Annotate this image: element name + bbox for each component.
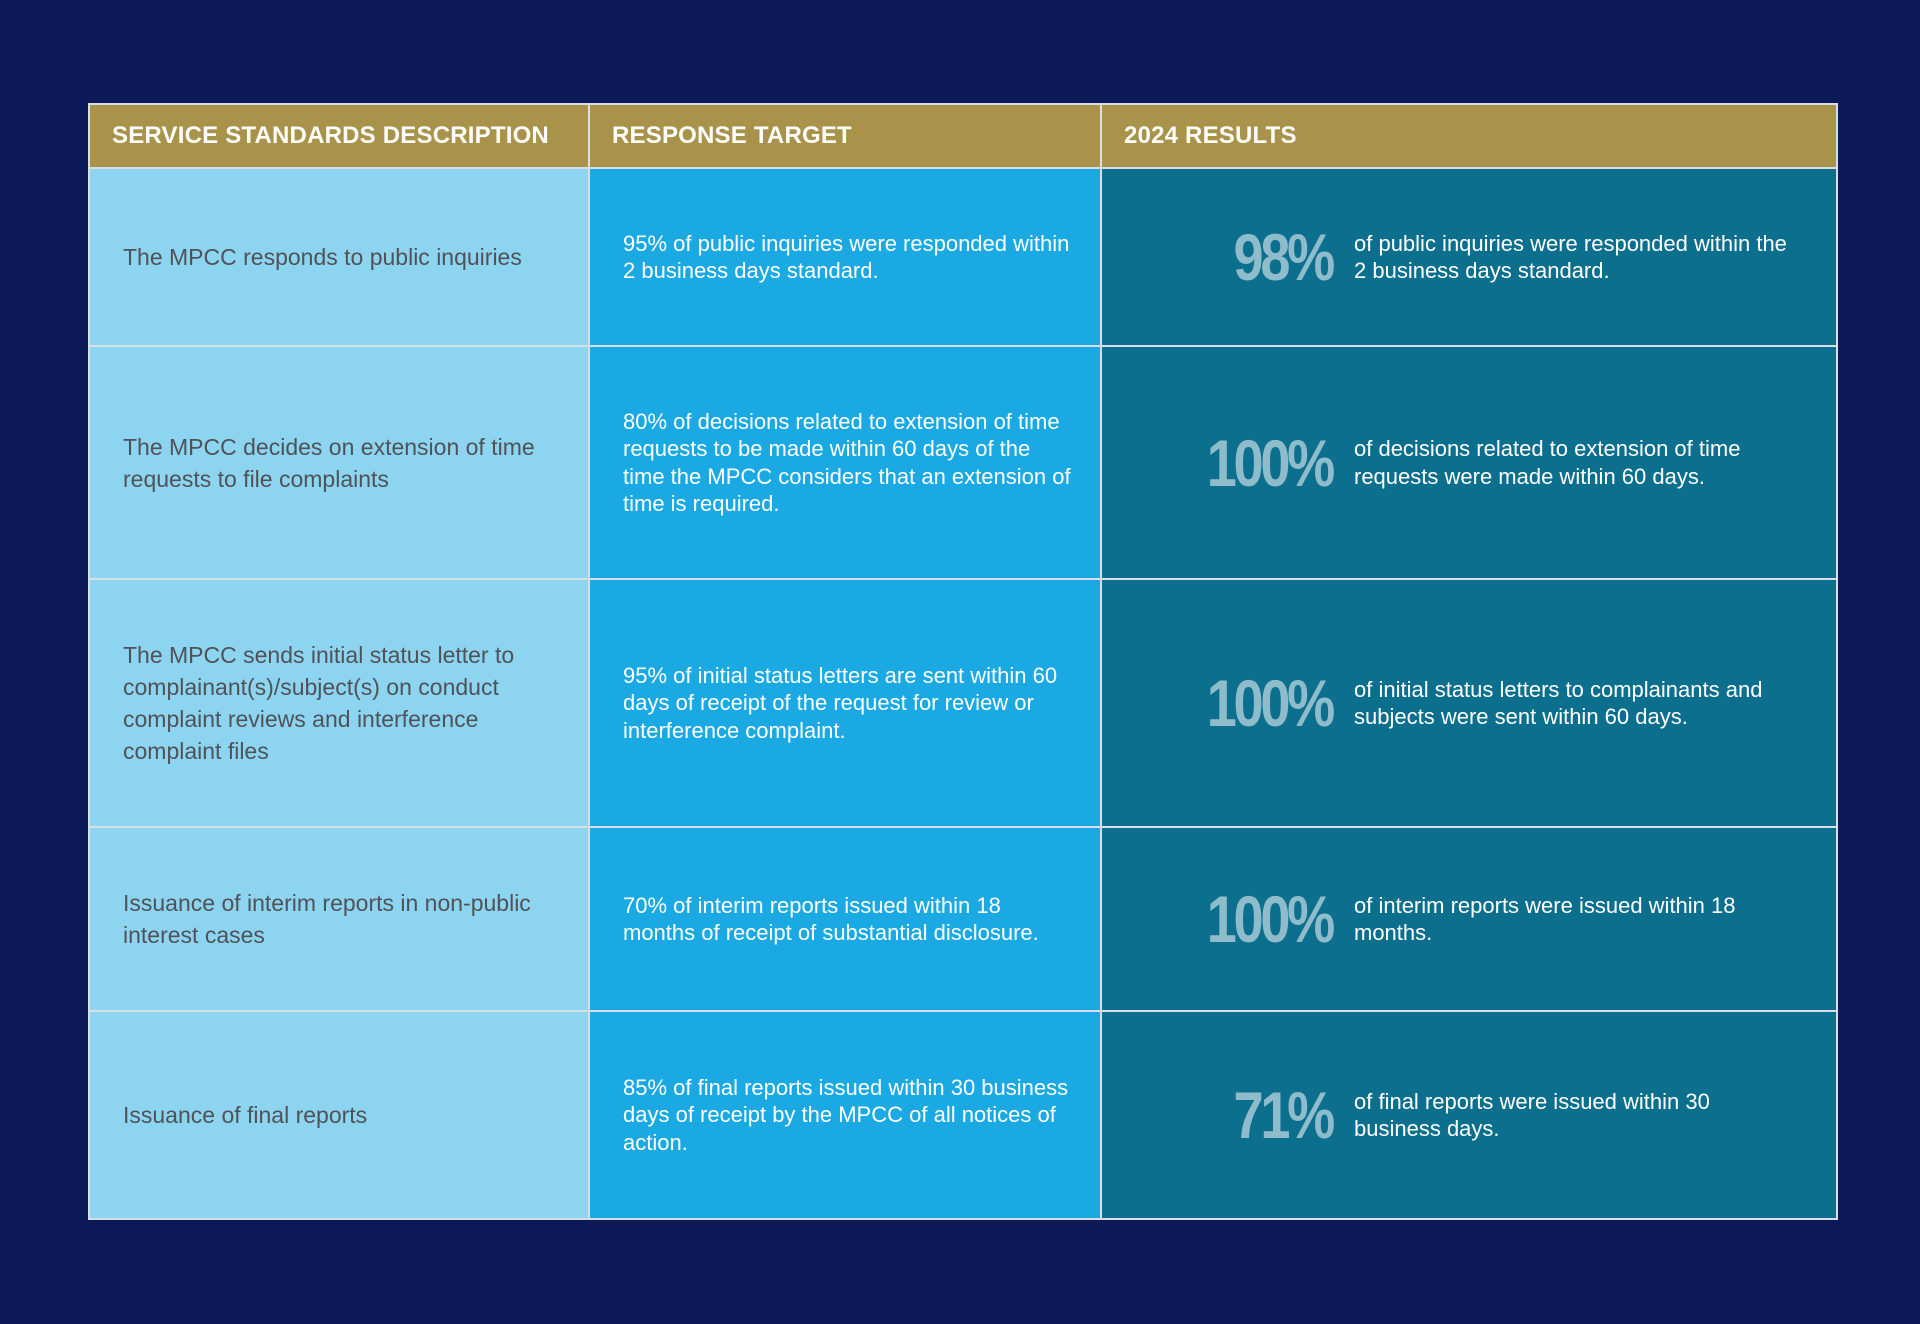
description-text: Issuance of final reports <box>123 1102 368 1128</box>
header-response-target-label: RESPONSE TARGET <box>612 122 852 149</box>
target-text: 95% of public inquiries were responded w… <box>623 230 1070 284</box>
header-results: 2024 RESULTS <box>1102 105 1836 169</box>
result-text: of final reports were issued within 30 b… <box>1354 1088 1710 1142</box>
description-text: Issuance of interim reports in non-publi… <box>123 890 531 948</box>
row-2-description: The MPCC decides on extension of time re… <box>90 347 590 580</box>
row-1-description: The MPCC responds to public inquiries <box>90 169 590 347</box>
row-3-result: 100% of initial status letters to compla… <box>1102 580 1836 828</box>
row-5-result: 71% of final reports were issued within … <box>1102 1012 1836 1218</box>
header-results-label: 2024 RESULTS <box>1124 122 1297 149</box>
row-4-target: 70% of interim reports issued within 18 … <box>590 828 1102 1012</box>
service-standards-table: SERVICE STANDARDS DESCRIPTION RESPONSE T… <box>88 103 1838 1220</box>
header-response-target: RESPONSE TARGET <box>590 105 1102 169</box>
row-4-description: Issuance of interim reports in non-publi… <box>90 828 590 1012</box>
description-text: The MPCC decides on extension of time re… <box>123 433 535 492</box>
result-percentage: 100% <box>1206 666 1336 740</box>
row-3-description: The MPCC sends initial status letter to … <box>90 580 590 828</box>
description-text: The MPCC responds to public inquiries <box>123 244 522 270</box>
description-text: The MPCC sends initial status letter to … <box>123 642 515 764</box>
result-percentage: 100% <box>1206 882 1336 956</box>
result-text: of initial status letters to complainant… <box>1354 676 1763 730</box>
result-percentage: 98% <box>1233 220 1336 294</box>
target-text: 85% of final reports issued within 30 bu… <box>623 1074 1069 1155</box>
row-1-target: 95% of public inquiries were responded w… <box>590 169 1102 347</box>
row-1-result: 98% of public inquiries were responded w… <box>1102 169 1836 347</box>
target-text: 80% of decisions related to extension of… <box>623 408 1071 517</box>
result-text: of decisions related to extension of tim… <box>1354 436 1741 489</box>
row-2-target: 80% of decisions related to extension of… <box>590 347 1102 580</box>
row-5-description: Issuance of final reports <box>90 1012 590 1218</box>
target-text: 70% of interim reports issued within 18 … <box>623 892 1039 946</box>
result-percentage: 71% <box>1233 1078 1336 1152</box>
header-description-label: SERVICE STANDARDS DESCRIPTION <box>112 122 549 149</box>
row-5-target: 85% of final reports issued within 30 bu… <box>590 1012 1102 1218</box>
header-description: SERVICE STANDARDS DESCRIPTION <box>90 105 590 169</box>
result-text: of interim reports were issued within 18… <box>1354 892 1736 946</box>
result-percentage: 100% <box>1206 425 1336 500</box>
row-4-result: 100% of interim reports were issued with… <box>1102 828 1836 1012</box>
target-text: 95% of initial status letters are sent w… <box>623 662 1058 743</box>
result-text: of public inquiries were responded withi… <box>1354 230 1787 284</box>
row-3-target: 95% of initial status letters are sent w… <box>590 580 1102 828</box>
row-2-result: 100% of decisions related to extension o… <box>1102 347 1836 580</box>
